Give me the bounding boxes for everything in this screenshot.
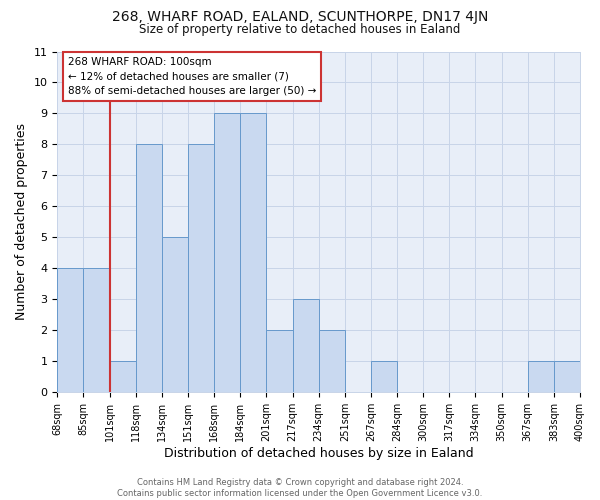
- Bar: [188, 144, 214, 392]
- Bar: [83, 268, 110, 392]
- Text: 268, WHARF ROAD, EALAND, SCUNTHORPE, DN17 4JN: 268, WHARF ROAD, EALAND, SCUNTHORPE, DN1…: [112, 10, 488, 24]
- Bar: [528, 362, 554, 392]
- Text: 268 WHARF ROAD: 100sqm
← 12% of detached houses are smaller (7)
88% of semi-deta: 268 WHARF ROAD: 100sqm ← 12% of detached…: [68, 56, 316, 96]
- Bar: [554, 362, 580, 392]
- Bar: [266, 330, 293, 392]
- Text: Contains HM Land Registry data © Crown copyright and database right 2024.
Contai: Contains HM Land Registry data © Crown c…: [118, 478, 482, 498]
- Bar: [214, 114, 240, 392]
- Bar: [371, 362, 397, 392]
- X-axis label: Distribution of detached houses by size in Ealand: Distribution of detached houses by size …: [164, 447, 473, 460]
- Bar: [319, 330, 345, 392]
- Bar: [240, 114, 266, 392]
- Bar: [110, 362, 136, 392]
- Bar: [162, 238, 188, 392]
- Bar: [136, 144, 162, 392]
- Bar: [293, 300, 319, 392]
- Text: Size of property relative to detached houses in Ealand: Size of property relative to detached ho…: [139, 22, 461, 36]
- Y-axis label: Number of detached properties: Number of detached properties: [15, 124, 28, 320]
- Bar: [57, 268, 83, 392]
